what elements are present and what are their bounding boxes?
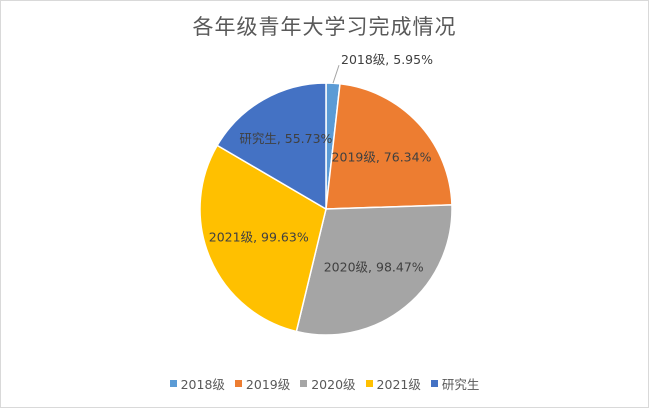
legend-item-5: 研究生 <box>430 374 480 393</box>
legend-item-4: 2021级 <box>365 374 421 393</box>
data-label-2: 2019级, 76.34% <box>332 150 432 165</box>
legend-swatch-4 <box>365 380 373 387</box>
legend-item-2: 2019级 <box>234 374 291 393</box>
legend-label-1: 2018级 <box>180 377 225 392</box>
pie-slice-2 <box>325 82 453 210</box>
legend-label-3: 2020级 <box>311 377 356 392</box>
chart-legend: 2018级 2019级 2020级 2021级 研究生 <box>1 374 648 393</box>
legend-swatch-2 <box>234 380 242 387</box>
legend-swatch-5 <box>430 380 438 387</box>
legend-label-2: 2019级 <box>245 377 291 392</box>
pie-slice-3 <box>295 204 453 336</box>
pie-slice-5 <box>216 82 327 211</box>
pie-slice-4 <box>199 144 327 333</box>
legend-item-3: 2020级 <box>300 374 356 393</box>
legend-item-1: 2018级 <box>169 374 225 393</box>
leader-line-1 <box>332 65 340 84</box>
data-label-3: 2020级, 98.47% <box>324 260 424 275</box>
chart-title: 各年级青年大学习完成情况 <box>192 15 457 39</box>
legend-swatch-1 <box>169 380 177 387</box>
data-label-1: 2018级, 5.95% <box>341 52 433 67</box>
legend-label-4: 2021级 <box>376 377 421 392</box>
legend-swatch-3 <box>300 380 308 387</box>
legend-label-5: 研究生 <box>441 377 480 392</box>
data-label-5: 研究生, 55.73% <box>239 131 332 146</box>
data-label-4: 2021级, 99.63% <box>209 230 309 245</box>
